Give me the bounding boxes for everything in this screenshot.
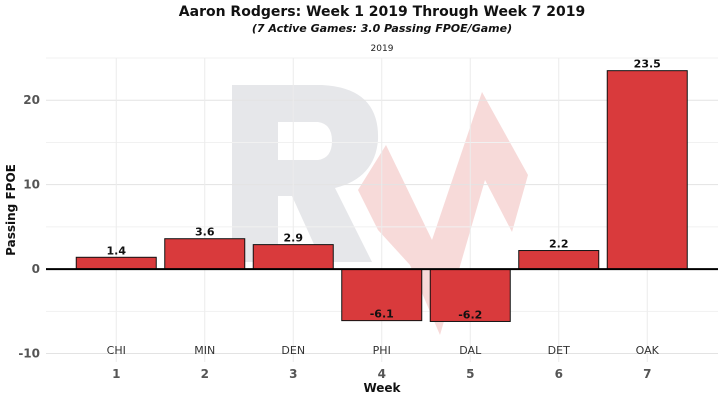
- y-tick-label: 0: [32, 262, 40, 276]
- bar-week-5: [429, 268, 511, 322]
- chart-subtitle: (7 Active Games: 3.0 Passing FPOE/Game): [252, 22, 512, 35]
- watermark-letter-r: [232, 85, 379, 262]
- y-tick-label: 10: [23, 178, 40, 192]
- bar-value-label: 2.2: [549, 238, 569, 251]
- bar-value-label: -6.2: [458, 308, 482, 321]
- bar-value-label: 2.9: [284, 232, 304, 245]
- bar-week-3: [252, 244, 334, 270]
- y-tick-label: 20: [23, 93, 40, 107]
- opponent-label: DAL: [459, 344, 482, 357]
- x-tick-label: 5: [466, 367, 474, 381]
- bar-week-7: [606, 70, 688, 270]
- bar-value-label: 3.6: [195, 226, 215, 239]
- opponent-label: DEN: [281, 344, 305, 357]
- y-tick-label: -10: [18, 347, 40, 361]
- bar-week-4: [341, 268, 423, 322]
- chart-caption: 2019: [371, 44, 394, 54]
- opponent-label: OAK: [636, 344, 660, 357]
- x-tick-label: 3: [289, 367, 297, 381]
- bars: [75, 70, 688, 322]
- x-tick-labels: 1 2 3 4 5 6 7: [112, 367, 651, 381]
- bar-week-6: [518, 250, 600, 270]
- bar-week-2: [164, 238, 246, 270]
- opponent-label: MIN: [194, 344, 215, 357]
- x-tick-label: 4: [378, 367, 386, 381]
- bar-value-label: 1.4: [107, 244, 127, 257]
- x-tick-label: 1: [112, 367, 120, 381]
- bar-week-1: [75, 256, 157, 270]
- y-axis-label: Passing FPOE: [4, 164, 18, 256]
- bar-value-label: -6.1: [370, 308, 394, 321]
- bar-value-label: 23.5: [634, 58, 661, 71]
- opponent-label: PHI: [373, 344, 391, 357]
- x-axis-label: Week: [363, 381, 401, 395]
- y-tick-labels: -10 0 10 20: [18, 93, 40, 360]
- watermark-check: [358, 92, 528, 335]
- chart-title: Aaron Rodgers: Week 1 2019 Through Week …: [179, 4, 585, 20]
- value-labels: 1.4 3.6 2.9 -6.1 -6.2 2.2 23.5: [107, 58, 661, 322]
- x-tick-label: 2: [201, 367, 209, 381]
- opponent-labels: CHI MIN DEN PHI DAL DET OAK: [107, 344, 660, 357]
- opponent-label: DET: [548, 344, 570, 357]
- x-tick-label: 7: [643, 367, 651, 381]
- watermark-logo: [232, 85, 528, 335]
- opponent-label: CHI: [107, 344, 126, 357]
- x-tick-label: 6: [555, 367, 563, 381]
